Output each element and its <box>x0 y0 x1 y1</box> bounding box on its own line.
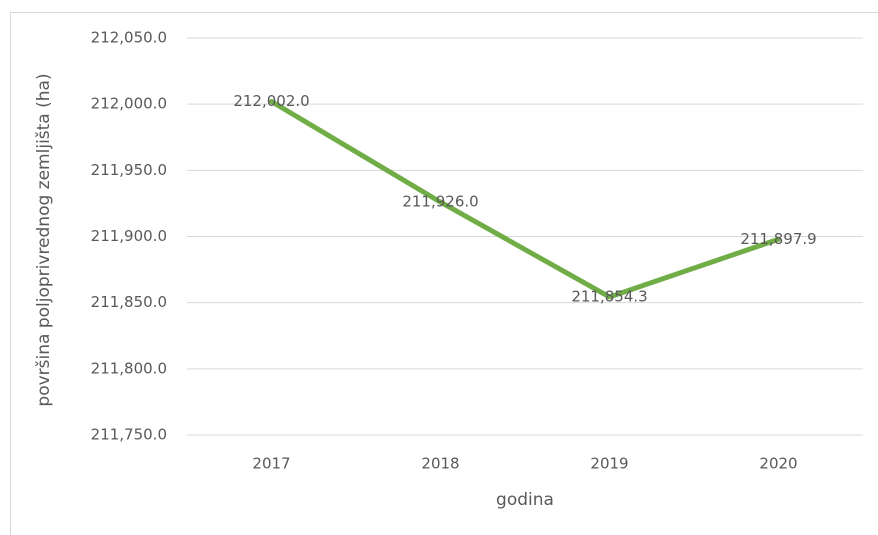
y-tick-label: 211,900.0 <box>91 227 167 245</box>
data-line <box>269 99 781 300</box>
data-label: 211,854.3 <box>571 287 647 305</box>
y-tick-label: 212,050.0 <box>91 29 167 47</box>
y-tick-label: 212,000.0 <box>91 95 167 113</box>
x-axis-label: godina <box>496 490 554 510</box>
chart-frame <box>10 12 878 535</box>
data-label: 211,926.0 <box>402 193 478 211</box>
y-tick-label: 211,850.0 <box>91 293 167 311</box>
x-tick-label: 2019 <box>590 455 628 473</box>
y-tick-label: 211,800.0 <box>91 359 167 377</box>
x-tick-label: 2017 <box>252 455 290 473</box>
y-tick-label: 211,950.0 <box>91 161 167 179</box>
y-axis-label: površina poljoprivrednog zemljišta (ha) <box>34 73 54 406</box>
y-tick-label: 211,750.0 <box>91 426 167 444</box>
data-label: 211,897.9 <box>740 230 816 248</box>
x-tick-label: 2020 <box>759 455 797 473</box>
x-tick-label: 2018 <box>421 455 459 473</box>
data-label: 212,002.0 <box>233 92 309 110</box>
